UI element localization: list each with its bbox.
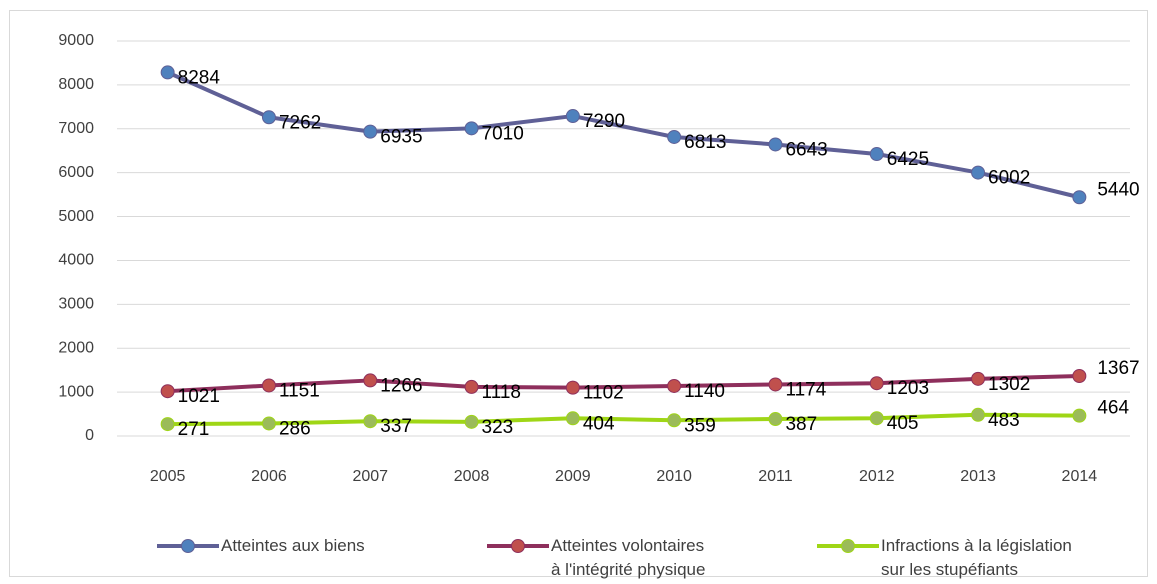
legend-label: Infractions à la législation sur les stu… — [881, 536, 1072, 579]
legend-label: Atteintes aux biens — [221, 536, 365, 555]
data-point — [768, 137, 783, 152]
y-tick-label: 4000 — [58, 252, 94, 269]
data-label: 483 — [988, 410, 1020, 431]
x-tick-label: 2007 — [352, 468, 388, 485]
data-point — [971, 407, 986, 422]
data-label: 323 — [482, 417, 514, 438]
data-point — [667, 378, 682, 393]
data-point — [869, 411, 884, 426]
data-point — [160, 65, 175, 80]
data-label: 1102 — [583, 383, 624, 404]
x-tick-label: 2012 — [859, 468, 895, 485]
data-point — [160, 384, 175, 399]
data-label: 7262 — [279, 112, 321, 133]
data-point — [768, 412, 783, 427]
data-point — [464, 379, 479, 394]
data-label: 6935 — [380, 127, 422, 148]
data-label: 1174 — [785, 379, 826, 400]
data-point — [565, 380, 580, 395]
y-tick-label: 5000 — [58, 208, 94, 225]
data-point — [768, 377, 783, 392]
data-label: 1266 — [380, 375, 422, 396]
data-point — [261, 110, 276, 125]
chart-border — [9, 10, 1148, 577]
x-tick-label: 2014 — [1062, 468, 1098, 485]
data-label: 6002 — [988, 168, 1030, 189]
data-label: 6425 — [887, 149, 929, 170]
data-label: 1302 — [988, 374, 1030, 395]
y-tick-label: 3000 — [58, 296, 94, 313]
data-label: 286 — [279, 418, 311, 439]
x-tick-label: 2006 — [251, 468, 287, 485]
x-tick-label: 2010 — [656, 468, 692, 485]
data-point — [464, 121, 479, 136]
data-label: 404 — [583, 413, 615, 434]
data-label: 405 — [887, 413, 919, 434]
x-tick-label: 2011 — [758, 468, 793, 485]
data-label: 271 — [178, 419, 210, 440]
data-label: 1151 — [279, 380, 320, 401]
y-tick-label: 1000 — [58, 383, 94, 400]
data-label: 8284 — [178, 67, 221, 88]
legend-label: Atteintes volontaires à l'intégrité phys… — [551, 536, 706, 579]
x-tick-label: 2008 — [454, 468, 490, 485]
data-label: 387 — [785, 414, 817, 435]
data-point — [1072, 408, 1087, 423]
y-tick-label: 9000 — [58, 32, 94, 49]
data-label: 1021 — [178, 386, 220, 407]
data-label: 7290 — [583, 111, 625, 132]
data-label: 6813 — [684, 132, 726, 153]
data-point — [869, 147, 884, 162]
series-line — [167, 412, 1080, 427]
data-label: 359 — [684, 415, 716, 436]
y-tick-label: 7000 — [58, 120, 94, 137]
data-point — [565, 411, 580, 426]
data-point — [667, 413, 682, 428]
data-point — [363, 124, 378, 139]
data-label: 7010 — [482, 123, 524, 144]
legend-marker — [841, 539, 855, 553]
data-point — [971, 371, 986, 386]
data-point — [261, 416, 276, 431]
y-tick-label: 2000 — [58, 339, 94, 356]
y-tick-label: 0 — [85, 427, 94, 444]
data-label: 1140 — [684, 381, 725, 402]
data-label: 1203 — [887, 378, 929, 399]
data-point — [1072, 190, 1087, 205]
x-tick-label: 2013 — [960, 468, 996, 485]
data-point — [464, 414, 479, 429]
data-label: 464 — [1097, 398, 1129, 419]
x-tick-label: 2009 — [555, 468, 591, 485]
data-point — [971, 165, 986, 180]
data-point — [363, 373, 378, 388]
data-label: 337 — [380, 416, 412, 437]
y-tick-label: 8000 — [58, 76, 94, 93]
data-label: 5440 — [1097, 179, 1139, 200]
series-line — [166, 70, 1080, 200]
data-point — [363, 414, 378, 429]
data-point — [667, 129, 682, 144]
data-label: 6643 — [785, 139, 827, 160]
data-point — [160, 417, 175, 432]
data-point — [261, 378, 276, 393]
data-point — [1072, 369, 1087, 384]
data-label: 1367 — [1097, 358, 1139, 379]
data-point — [869, 376, 884, 391]
x-tick-label: 2005 — [150, 468, 186, 485]
legend-marker — [511, 539, 525, 553]
series-line — [167, 374, 1080, 394]
data-point — [565, 109, 580, 124]
legend-marker — [181, 539, 195, 553]
data-label: 1118 — [482, 382, 521, 403]
y-tick-label: 6000 — [58, 164, 94, 181]
